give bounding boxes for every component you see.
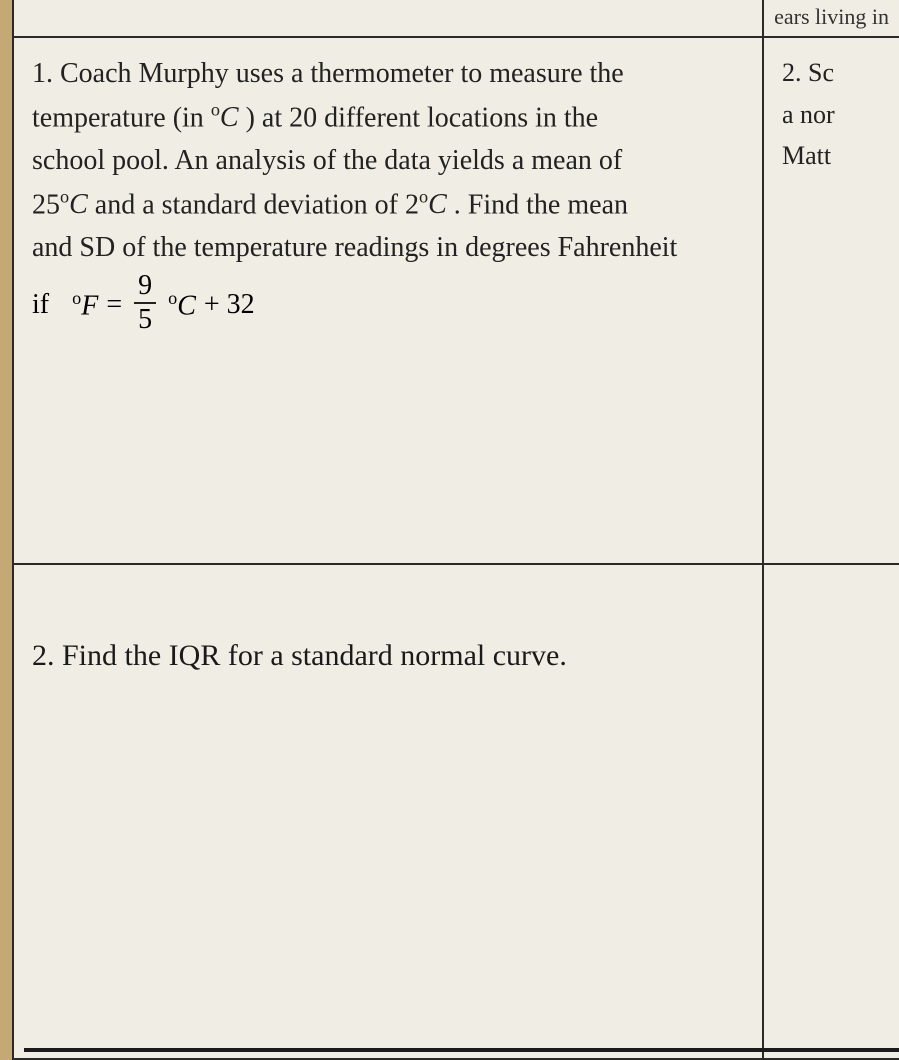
formula-lhs: oF — [72, 288, 98, 322]
header-partial-text: ears living in — [763, 0, 899, 37]
formula-if: if — [32, 289, 49, 321]
q1-line1: Coach Murphy uses a thermometer to measu… — [60, 58, 624, 89]
formula-const: + 32 — [204, 289, 255, 321]
right-line3: Matt — [782, 135, 881, 177]
right-line1: 2. Sc — [782, 52, 881, 94]
fraction-num: 9 — [134, 272, 156, 304]
q1-mean: 25 — [32, 189, 60, 220]
q1-line4-end: . Find the mean — [447, 189, 628, 220]
formula-fraction: 9 5 — [134, 272, 156, 334]
formula-eq: = — [106, 289, 122, 321]
q1-line5: and SD of the temperature readings in de… — [32, 232, 677, 263]
q1-number: 1. — [32, 58, 53, 89]
q1-line3: school pool. An analysis of the data yie… — [32, 145, 622, 176]
q1-formula: if oF = 9 5 oC + 32 — [32, 274, 744, 336]
header-spacer — [13, 0, 763, 37]
fraction-den: 5 — [134, 304, 156, 334]
right-partial-cell-2 — [763, 564, 899, 1059]
q1-line2-pre: temperature (in — [32, 102, 211, 133]
q2-body: Find the IQR for a standard normal curve… — [62, 639, 567, 672]
q1-mean-unit: oC — [60, 189, 88, 220]
q1-sd: 2 — [405, 189, 419, 220]
q1-line4-mid: and a standard deviation of — [88, 189, 405, 220]
question-2-text: 2. Find the IQR for a standard normal cu… — [32, 639, 744, 673]
header-label: ears living in — [774, 4, 889, 29]
worksheet-grid: ears living in 1. Coach Murphy uses a th… — [12, 0, 899, 1060]
q1-sd-unit: oC — [419, 189, 447, 220]
question-2-cell: 2. Find the IQR for a standard normal cu… — [13, 564, 763, 1059]
q1-unit-c: o°CC — [211, 102, 239, 133]
right-line2: a nor — [782, 94, 881, 136]
q1-line2-post: ) at 20 different locations in the — [239, 102, 599, 133]
formula-rhs-unit: oC — [168, 288, 196, 322]
right-partial-cell-1: 2. Sc a nor Matt — [763, 37, 899, 563]
question-1-cell: 1. Coach Murphy uses a thermometer to me… — [13, 37, 763, 563]
worksheet-page: ears living in 1. Coach Murphy uses a th… — [0, 0, 899, 1060]
question-1-text: 1. Coach Murphy uses a thermometer to me… — [32, 52, 744, 270]
right-partial-content: 2. Sc a nor Matt — [782, 52, 881, 177]
q2-number: 2. — [32, 639, 55, 672]
bottom-rule — [24, 1048, 899, 1052]
